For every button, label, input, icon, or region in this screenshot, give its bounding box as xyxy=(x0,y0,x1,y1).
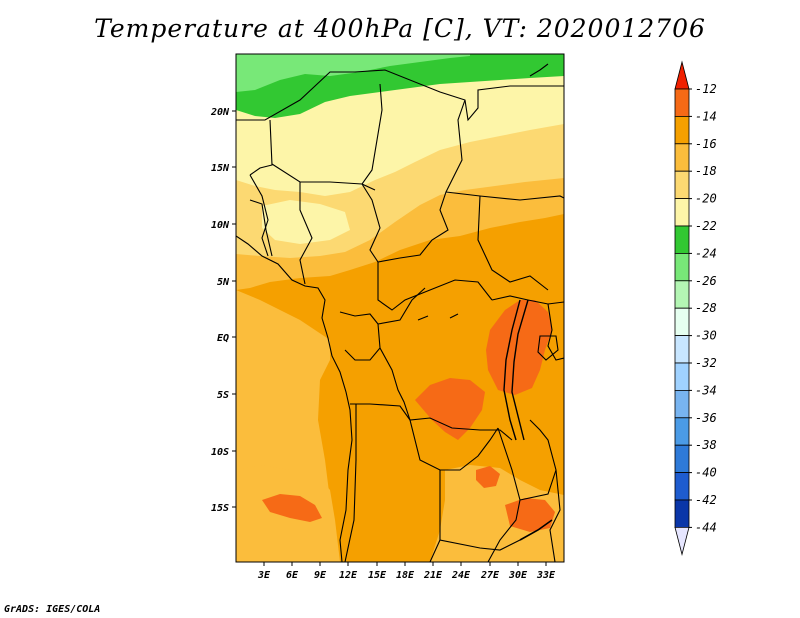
lon-label: 15E xyxy=(368,570,387,581)
lon-label: 9E xyxy=(314,570,327,581)
lon-label: 21E xyxy=(423,570,443,581)
band-minus12-southeast xyxy=(505,498,555,532)
lat-labels: 20N 15N 10N 5N EQ 5S 10S 15S xyxy=(210,107,230,514)
colorbar-label: -38 xyxy=(695,438,717,452)
colorbar-bottom-triangle xyxy=(674,527,690,556)
band-minus12-small xyxy=(476,466,500,488)
band-minus12-center xyxy=(415,378,485,440)
lat-label: EQ xyxy=(217,333,229,344)
band-minus20-patch xyxy=(262,200,350,244)
colorbar-label: -16 xyxy=(695,137,717,151)
colorbar-label: -24 xyxy=(695,246,717,260)
coastline xyxy=(236,235,353,562)
colorbar-box xyxy=(674,198,690,227)
colorbar-box xyxy=(674,252,690,282)
colorbar-box xyxy=(674,444,690,474)
colorbar-box xyxy=(674,143,690,172)
lon-label: 12E xyxy=(339,570,358,581)
colorbar-label: -12 xyxy=(695,82,717,96)
colorbar-label: -28 xyxy=(695,301,717,315)
colorbar-box xyxy=(674,472,690,501)
band-minus12-southwest xyxy=(262,494,322,522)
colorbar: -12 -14 -16 -18 -20 -22 -24 -26 -28 -30 -32 -34 -36 -… xyxy=(674,60,717,556)
lat-label: 5N xyxy=(217,277,230,288)
lat-label: 10N xyxy=(211,220,230,231)
colorbar-label: -36 xyxy=(695,411,717,425)
colorbar-box xyxy=(674,170,690,199)
colorbar-label: -20 xyxy=(695,192,717,206)
lon-label: 33E xyxy=(536,570,556,581)
colorbar-box xyxy=(674,225,690,254)
lon-labels: 3E 6E 9E 12E 15E 18E 21E 24E 27E 30E 33E xyxy=(257,570,556,581)
colorbar-label: -42 xyxy=(695,493,717,507)
footer-credit: GrADS: IGES/COLA xyxy=(4,604,101,615)
colorbar-box xyxy=(674,280,690,309)
lon-label: 24E xyxy=(451,570,471,581)
colorbar-label: -32 xyxy=(695,356,717,370)
lon-label: 27E xyxy=(480,570,500,581)
colorbar-label: -18 xyxy=(695,164,717,178)
lon-label: 30E xyxy=(508,570,528,581)
colorbar-box xyxy=(674,116,690,145)
colorbar-box xyxy=(674,499,690,528)
axis-ticks xyxy=(232,110,547,566)
lat-label: 15S xyxy=(211,503,229,514)
lon-label: 6E xyxy=(286,570,299,581)
lat-label: 10S xyxy=(211,447,229,458)
colorbar-label: -14 xyxy=(695,109,717,123)
colorbar-label: -26 xyxy=(695,274,717,288)
lon-label: 3E xyxy=(257,570,271,581)
colorbar-box xyxy=(674,88,690,117)
temperature-field xyxy=(236,54,564,562)
band-minus24 xyxy=(236,54,470,92)
colorbar-box xyxy=(674,389,690,419)
lon-label: 18E xyxy=(396,570,415,581)
lat-label: 20N xyxy=(210,107,230,118)
colorbar-box xyxy=(674,335,690,364)
band-minus12-east xyxy=(486,300,552,395)
colorbar-label: -40 xyxy=(695,466,717,480)
chart-title: Temperature at 400hPa [C], VT: 202001270… xyxy=(94,14,706,43)
colorbar-box xyxy=(674,362,690,391)
colorbar-box xyxy=(674,307,690,337)
band-minus16-southeast xyxy=(430,465,564,562)
map-frame xyxy=(235,53,565,563)
lat-label: 5S xyxy=(217,390,229,401)
colorbar-box xyxy=(674,417,690,446)
colorbar-label: -30 xyxy=(695,329,717,343)
colorbar-label: -22 xyxy=(695,219,717,233)
lat-label: 15N xyxy=(211,163,230,174)
colorbar-label: -44 xyxy=(695,520,717,534)
colorbar-label: -34 xyxy=(695,383,717,397)
colorbar-top-triangle xyxy=(674,60,690,90)
country-borders xyxy=(236,63,564,562)
